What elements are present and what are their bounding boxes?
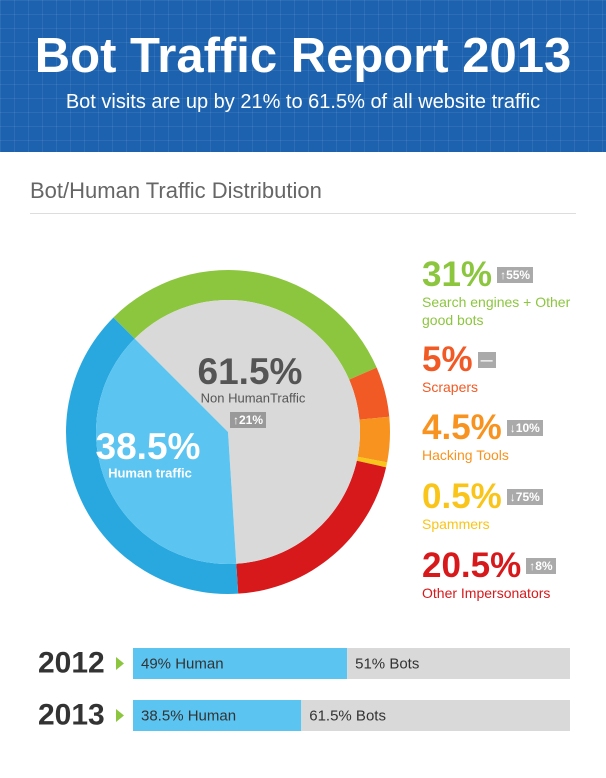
legend-label: Spammers	[422, 516, 490, 532]
pie-slice	[96, 338, 237, 564]
legend-value: 4.5%	[422, 408, 502, 447]
bar-label: 49% Human	[141, 655, 224, 672]
legend-value: 20.5%	[422, 546, 522, 585]
legend-item: 31% ↑55% Search engines + Other good bots	[422, 257, 592, 329]
subtitle: Bot visits are up by 21% to 61.5% of all…	[65, 91, 541, 113]
legend-change: ↑55%	[497, 267, 534, 283]
legend-label: Scrapers	[422, 379, 479, 395]
legend-row: 5% —	[422, 342, 592, 378]
ring-segment	[65, 317, 239, 595]
arrow-icon	[116, 657, 124, 670]
bar-segment	[301, 700, 570, 731]
legend-value: 5%	[422, 340, 473, 379]
center-label: Human traffic	[108, 465, 192, 480]
center-label: Non HumanTraffic	[201, 390, 306, 405]
bar-label: 38.5% Human	[141, 707, 236, 724]
ring-segment	[113, 270, 377, 380]
header: Bot Traffic Report 2013 Bot visits are u…	[0, 0, 606, 152]
title: Bot Traffic Report 2013	[34, 29, 572, 83]
year-label: 2012	[38, 646, 105, 679]
change-badge: ↑21%	[230, 412, 267, 428]
legend-change: ↑8%	[526, 558, 556, 574]
legend-label: Other Impersonators	[422, 585, 551, 601]
pie-slice	[134, 299, 361, 564]
legend-row: 20.5% ↑8%	[422, 548, 592, 584]
legend-label: Search engines + Other good bots	[422, 294, 571, 328]
legend-row: 0.5% ↓75%	[422, 479, 592, 515]
legend-item: 5% — Scrapers	[422, 342, 592, 396]
center-value: 61.5%	[198, 351, 303, 392]
ring-segment	[349, 367, 390, 420]
legend-change: ↓75%	[506, 489, 543, 505]
legend-change: ↓10%	[506, 420, 543, 436]
ring-segment	[236, 460, 387, 594]
center-value: 38.5%	[96, 426, 201, 467]
arrow-icon	[116, 709, 124, 722]
legend-row: 4.5% ↓10%	[422, 410, 592, 446]
ring-segment	[357, 416, 390, 463]
legend-label: Hacking Tools	[422, 447, 509, 463]
ring-segment	[356, 456, 388, 468]
bar-label: 61.5% Bots	[309, 707, 386, 724]
legend-row: 31% ↑55%	[422, 257, 592, 293]
section-title: Bot/Human Traffic Distribution	[30, 178, 322, 203]
legend-value: 0.5%	[422, 477, 502, 516]
legend-change: —	[477, 352, 496, 368]
year-label: 2013	[38, 698, 105, 731]
legend-item: 4.5% ↓10% Hacking Tools	[422, 410, 592, 464]
bar-label: 51% Bots	[355, 655, 419, 672]
bar-segment	[133, 700, 302, 731]
bar-segment	[133, 648, 348, 679]
legend-item: 20.5% ↑8% Other Impersonators	[422, 548, 592, 602]
divider	[30, 213, 576, 214]
legend-value: 31%	[422, 255, 493, 294]
bar-segment	[347, 648, 570, 679]
legend-item: 0.5% ↓75% Spammers	[422, 479, 592, 533]
